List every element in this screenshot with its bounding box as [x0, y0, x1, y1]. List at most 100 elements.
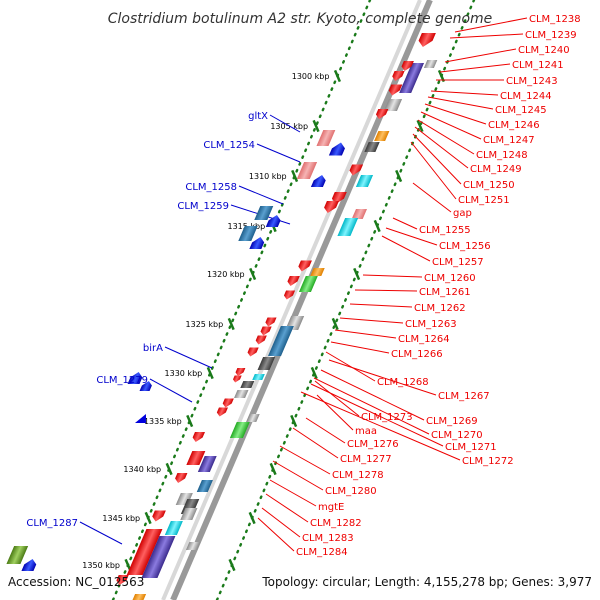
ruler-label: 1320 kbp	[207, 270, 245, 279]
ruler-tick	[331, 317, 339, 331]
leader-line	[292, 427, 339, 459]
reverse-gene-label: CLM_1247	[483, 135, 535, 146]
leader-line	[412, 182, 452, 213]
gene-block	[254, 206, 274, 220]
gene-block	[374, 131, 390, 141]
reverse-gene-label: CLM_1267	[438, 391, 490, 402]
reverse-gene-label: CLM_1282	[310, 518, 362, 529]
ruler-label: 1300 kbp	[292, 72, 330, 81]
gene-block	[164, 521, 183, 535]
leader-line	[328, 359, 437, 396]
ruler-tick	[312, 119, 320, 133]
reverse-gene-label: CLM_1255	[419, 225, 471, 236]
reverse-gene-label: CLM_1257	[432, 257, 484, 268]
ruler-label: 1345 kbp	[102, 514, 140, 523]
ruler-label: 1305 kbp	[270, 122, 308, 131]
gene-arrow	[287, 276, 300, 286]
backbone-inner	[161, 0, 422, 600]
gene-arrow	[349, 164, 364, 176]
gene-arrow	[192, 432, 205, 442]
reverse-gene-label: CLM_1264	[398, 334, 450, 345]
ruler-label: 1325 kbp	[186, 320, 224, 329]
gene-block	[141, 536, 176, 578]
ruler-label: 1330 kbp	[165, 369, 203, 378]
gene-arrow-forward	[265, 215, 281, 227]
forward-gene-labels: gltX CLM_1254 CLM_1258 CLM_1259 birA CLM_1279…	[26, 111, 268, 529]
ruler-label: 1350 kbp	[82, 561, 120, 570]
gene-features	[6, 33, 438, 600]
leader-line	[420, 111, 482, 140]
gene-arrow	[222, 398, 234, 408]
ruler-label: 1335 kbp	[144, 417, 182, 426]
gene-arrow-forward	[21, 559, 37, 571]
gene-block	[240, 381, 255, 388]
map-title: Clostridium botulinum A2 str. Kyoto, com…	[108, 11, 493, 27]
gene-arrow	[233, 375, 242, 383]
reverse-gene-label: CLM_1277	[340, 454, 392, 465]
reverse-gene-label: CLM_1244	[500, 91, 552, 102]
forward-gene-label: CLM_1287	[26, 518, 78, 529]
leader-line	[427, 96, 494, 110]
reverse-gene-label: CLM_1276	[347, 439, 399, 450]
gene-block	[234, 390, 249, 398]
leader-line	[272, 460, 324, 491]
leader-line	[149, 378, 193, 403]
leader-line	[334, 329, 397, 339]
reverse-gene-label: CLM_1243	[506, 76, 558, 87]
leader-line	[410, 141, 457, 200]
gene-block	[185, 542, 201, 550]
reverse-gene-label: CLM_1284	[296, 547, 348, 558]
gene-block	[355, 175, 374, 187]
topology-text: Topology: circular; Length: 4,155,278 bp…	[261, 575, 592, 589]
gene-block	[423, 60, 438, 68]
leader-line	[424, 103, 487, 125]
reverse-gene-label: CLM_1283	[302, 533, 354, 544]
gene-arrow-forward	[249, 237, 265, 249]
gene-block	[6, 546, 29, 564]
gene-block	[364, 142, 380, 152]
gene-arrow-forward	[134, 414, 146, 423]
leader-line	[269, 479, 317, 507]
reverse-gene-label: mgtE	[318, 502, 344, 513]
reverse-gene-labels: CLM_1238 CLM_1239 CLM_1240 CLM_1241 CLM_1243…	[296, 14, 581, 558]
leader-line	[256, 143, 301, 163]
ruler-tick	[186, 414, 194, 428]
reverse-gene-label: CLM_1273	[361, 412, 413, 423]
reverse-gene-label: maa	[355, 426, 377, 437]
gene-arrow-forward	[328, 142, 345, 156]
leader-line	[310, 383, 444, 447]
backbone-outer	[170, 0, 433, 600]
leader-line	[385, 227, 438, 246]
accession-text: Accession: NC_012563	[8, 575, 144, 589]
leader-line	[392, 217, 418, 230]
ruler-tick	[310, 366, 318, 380]
reverse-gene-label: CLM_1278	[332, 470, 384, 481]
leader-line	[381, 235, 431, 262]
ruler-ticks	[124, 69, 445, 572]
reverse-gene-label: CLM_1268	[377, 377, 429, 388]
leader-line	[257, 517, 295, 552]
gene-arrow	[247, 347, 259, 357]
gene-block	[197, 456, 217, 472]
ruler-label: 1340 kbp	[123, 465, 161, 474]
gene-arrow	[152, 510, 166, 522]
gene-block	[126, 529, 163, 575]
leader-line	[269, 114, 301, 133]
gene-arrow	[283, 290, 296, 300]
gene-arrow	[392, 71, 405, 81]
ruler-rail-right	[215, 0, 476, 600]
gene-block	[337, 218, 359, 236]
reverse-gene-label: CLM_1270	[431, 430, 483, 441]
ruler-tick	[373, 219, 381, 233]
forward-gene-label: CLM_1259	[177, 201, 229, 212]
gene-arrow	[116, 575, 129, 585]
gene-arrow-forward	[127, 372, 143, 384]
gene-block	[298, 276, 318, 292]
gene-block	[196, 480, 213, 492]
ruler-tick	[269, 462, 277, 476]
reverse-gene-label: CLM_1248	[476, 150, 528, 161]
ruler-tick	[165, 462, 173, 476]
reverse-gene-label: CLM_1266	[391, 349, 443, 360]
